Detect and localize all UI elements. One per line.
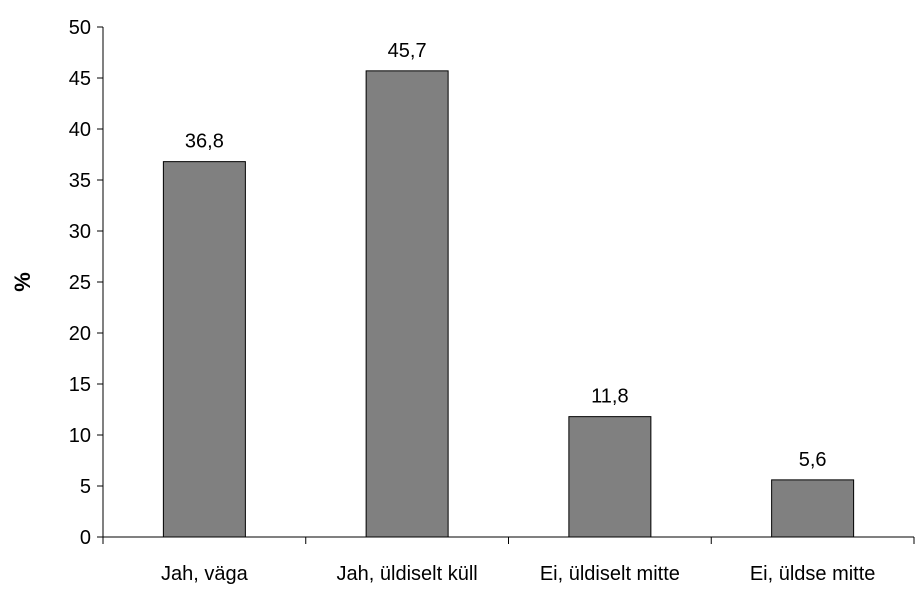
bar (771, 479, 855, 538)
data-label: 36,8 (185, 131, 224, 153)
y-tick-label: 20 (69, 323, 91, 345)
y-tick-label: 0 (80, 527, 91, 549)
x-category-label: Ei, üldse mitte (750, 563, 876, 585)
bars (162, 70, 855, 538)
x-category-label: Jah, üldiselt küll (337, 563, 478, 585)
bar (162, 161, 246, 538)
y-tick-label: 25 (69, 272, 91, 294)
data-label: 5,6 (799, 449, 827, 471)
x-category-label: Ei, üldiselt mitte (540, 563, 680, 585)
y-tick-label: 10 (69, 425, 91, 447)
bar (365, 70, 449, 538)
x-axis-ticks (102, 537, 915, 544)
y-axis-ticks: 0 5 10 15 20 25 30 35 40 45 50 (69, 17, 103, 549)
x-axis-categories: Jah, väga Jah, üldiselt küll Ei, üldiselt … (161, 563, 875, 585)
y-tick-label: 40 (69, 119, 91, 141)
data-labels: 36,8 45,7 11,8 5,6 (185, 40, 827, 471)
data-label: 45,7 (388, 40, 427, 62)
y-tick-label: 15 (69, 374, 91, 396)
y-tick-label: 50 (69, 17, 91, 39)
y-tick-label: 30 (69, 221, 91, 243)
y-axis-label: % (10, 272, 35, 292)
bar (568, 416, 652, 538)
y-tick-label: 35 (69, 170, 91, 192)
x-category-label: Jah, väga (161, 563, 249, 585)
data-label: 11,8 (591, 386, 628, 408)
y-tick-label: 45 (69, 68, 91, 90)
y-tick-label: 5 (80, 476, 91, 498)
